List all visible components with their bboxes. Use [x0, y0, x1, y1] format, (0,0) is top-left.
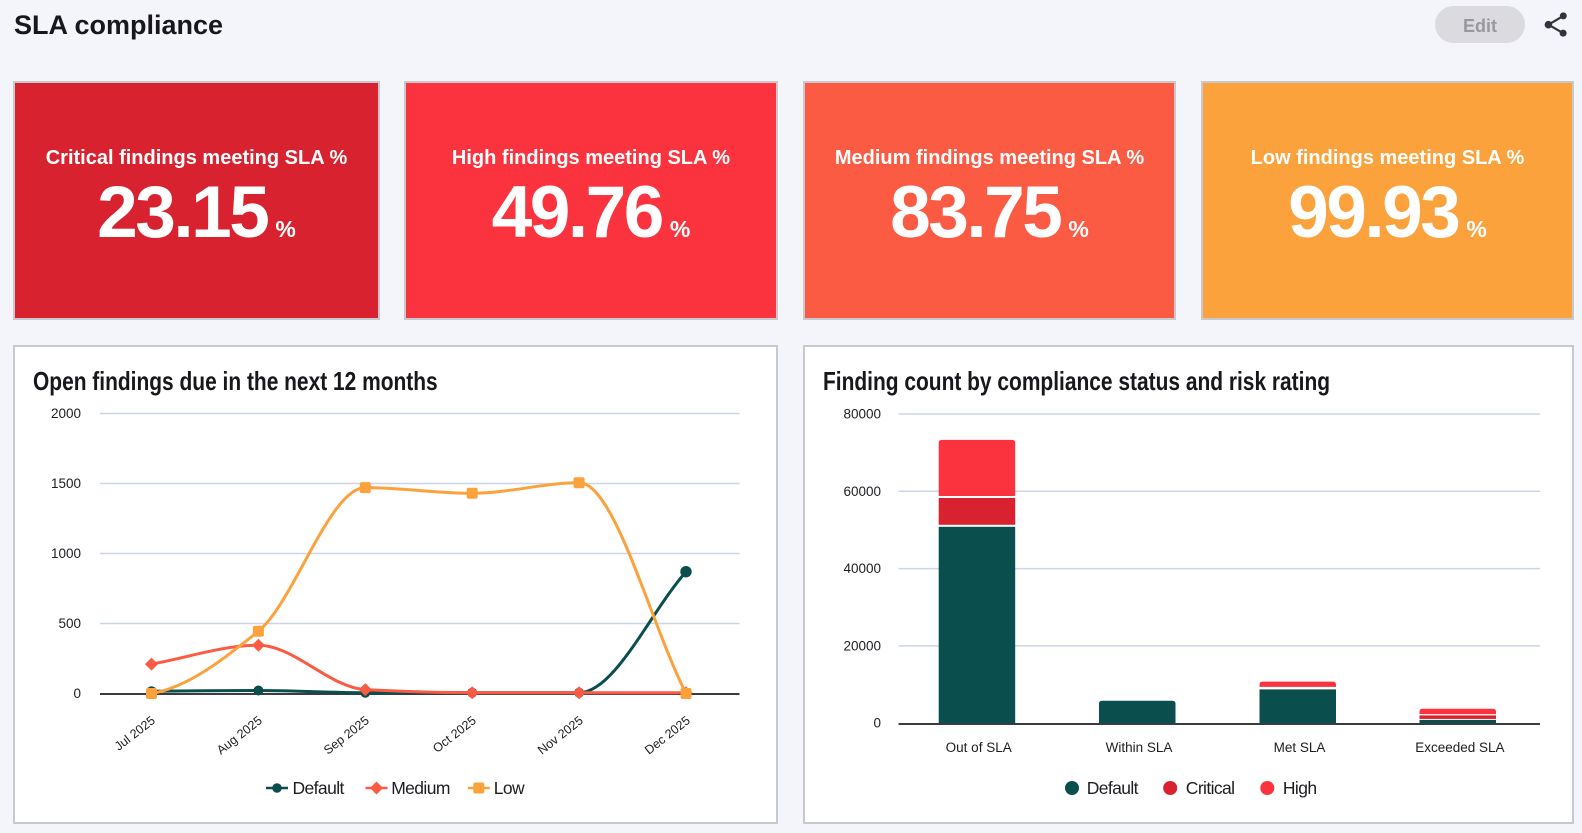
svg-text:80000: 80000 [843, 407, 881, 422]
svg-text:Out of SLA: Out of SLA [946, 740, 1012, 755]
svg-text:Sep 2025: Sep 2025 [321, 713, 372, 757]
svg-text:Default: Default [293, 778, 345, 798]
svg-text:1000: 1000 [51, 546, 81, 561]
svg-text:Exceeded SLA: Exceeded SLA [1415, 740, 1504, 755]
svg-text:Medium: Medium [391, 778, 450, 798]
svg-text:20000: 20000 [843, 638, 881, 653]
svg-text:Nov 2025: Nov 2025 [535, 713, 586, 757]
svg-text:Low: Low [494, 778, 525, 798]
svg-text:0: 0 [73, 686, 81, 701]
svg-text:0: 0 [873, 716, 881, 731]
svg-text:1500: 1500 [51, 476, 81, 491]
svg-text:Critical: Critical [1186, 778, 1235, 798]
svg-text:60000: 60000 [843, 484, 881, 499]
svg-text:500: 500 [58, 616, 81, 631]
svg-text:Jul 2025: Jul 2025 [112, 713, 158, 753]
svg-text:2000: 2000 [51, 406, 81, 421]
svg-text:High: High [1283, 778, 1317, 798]
svg-text:Within SLA: Within SLA [1106, 740, 1173, 755]
svg-text:Aug 2025: Aug 2025 [214, 713, 265, 757]
svg-text:Default: Default [1087, 778, 1139, 798]
svg-text:Oct 2025: Oct 2025 [430, 713, 479, 755]
svg-text:40000: 40000 [843, 561, 881, 576]
svg-text:Dec 2025: Dec 2025 [642, 713, 693, 757]
svg-text:Met SLA: Met SLA [1274, 740, 1326, 755]
